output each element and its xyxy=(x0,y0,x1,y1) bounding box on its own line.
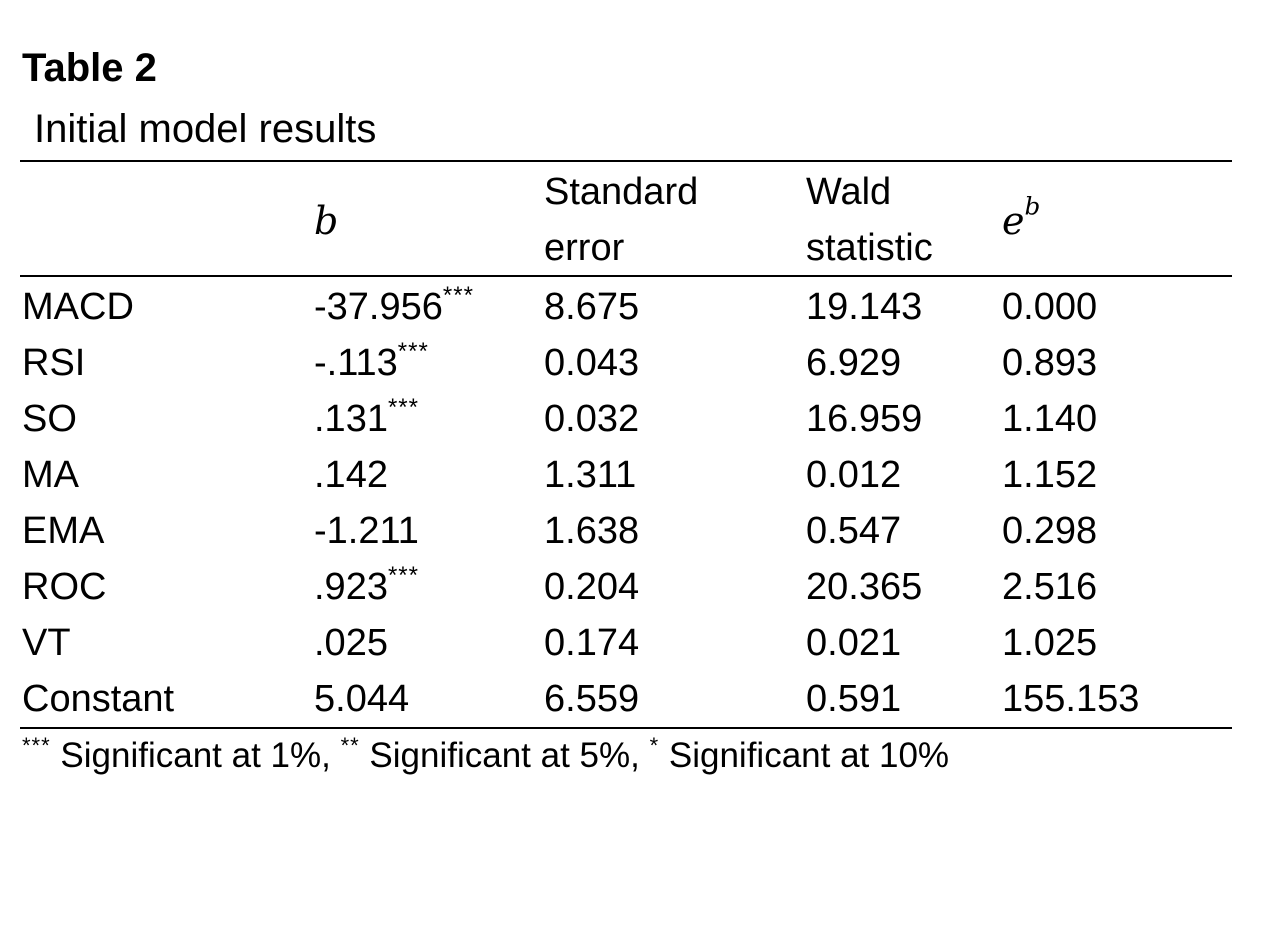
coefficient-b-cell: -37.956*** xyxy=(314,279,474,335)
variable-name-cell: MACD xyxy=(22,286,134,328)
coefficient-b-cell: .025 xyxy=(314,615,388,671)
header-line-1: Wald xyxy=(806,171,892,213)
table-row: MACD -37.956*** 8.675 19.143 0.000 xyxy=(20,279,1232,335)
coefficient-b-cell: -1.211 xyxy=(314,503,419,559)
standard-error-cell: 0.174 xyxy=(544,622,640,664)
header-line-1: Standard xyxy=(544,171,699,213)
standard-error-cell: 1.311 xyxy=(544,454,637,496)
wald-statistic-cell: 0.021 xyxy=(806,622,902,664)
sig-1-marker: *** xyxy=(22,733,51,758)
table-bottom-rule xyxy=(20,727,1232,729)
column-header-wald-statistic: Wald statistic xyxy=(806,164,933,276)
exp-superscript: b xyxy=(1024,191,1041,221)
wald-statistic-cell: 6.929 xyxy=(806,342,902,384)
sig-5-text: Significant at 5%, xyxy=(359,736,650,775)
table-row: SO .131*** 0.032 16.959 1.140 xyxy=(20,391,1232,447)
table-row: Constant 5.044 6.559 0.591 155.153 xyxy=(20,671,1232,727)
sig-10-text: Significant at 10% xyxy=(659,736,950,775)
table-number: Table 2 xyxy=(22,46,157,90)
exp-b-cell: 1.152 xyxy=(1002,454,1098,496)
b-symbol: b xyxy=(314,199,339,243)
wald-statistic-cell: 0.012 xyxy=(806,454,902,496)
coefficient-value: .131 xyxy=(314,398,388,440)
exp-b-cell: 1.140 xyxy=(1002,398,1098,440)
header-line-2: error xyxy=(544,227,625,269)
variable-name-cell: RSI xyxy=(22,342,86,384)
significance-marker: *** xyxy=(397,338,429,365)
coefficient-value: .025 xyxy=(314,622,388,664)
standard-error-cell: 6.559 xyxy=(544,678,640,720)
table-row: VT .025 0.174 0.021 1.025 xyxy=(20,615,1232,671)
significance-marker: *** xyxy=(442,282,474,309)
coefficient-b-cell: .142 xyxy=(314,447,388,503)
coefficient-value: .923 xyxy=(314,566,388,608)
standard-error-cell: 8.675 xyxy=(544,286,640,328)
standard-error-cell: 1.638 xyxy=(544,510,640,552)
wald-statistic-cell: 0.547 xyxy=(806,510,902,552)
table-row: EMA -1.211 1.638 0.547 0.298 xyxy=(20,503,1232,559)
exp-b-cell: 0.893 xyxy=(1002,342,1098,384)
wald-statistic-cell: 19.143 xyxy=(806,286,923,328)
coefficient-value: 5.044 xyxy=(314,678,410,720)
wald-statistic-cell: 0.591 xyxy=(806,678,902,720)
coefficient-value: -.113 xyxy=(314,342,398,384)
standard-error-cell: 0.043 xyxy=(544,342,640,384)
exp-b-cell: 0.298 xyxy=(1002,510,1098,552)
header-line-2: statistic xyxy=(806,227,933,269)
sig-1-text: Significant at 1%, xyxy=(50,736,341,775)
coefficient-b-cell: .923*** xyxy=(314,559,419,615)
wald-statistic-cell: 16.959 xyxy=(806,398,923,440)
exp-b-cell: 155.153 xyxy=(1002,678,1140,720)
table-caption: Initial model results xyxy=(34,107,377,151)
column-header-exp-b: eb xyxy=(1002,193,1040,250)
coefficient-value: .142 xyxy=(314,454,388,496)
exp-b-cell: 1.025 xyxy=(1002,622,1098,664)
coefficient-b-cell: .131*** xyxy=(314,391,419,447)
variable-name-cell: Constant xyxy=(22,678,175,720)
coefficient-b-cell: 5.044 xyxy=(314,671,409,727)
exp-b-symbol: eb xyxy=(1002,193,1040,243)
table-top-rule xyxy=(20,160,1232,162)
significance-marker: *** xyxy=(387,562,419,589)
exp-base: e xyxy=(1002,199,1025,243)
variable-name-cell: EMA xyxy=(22,510,105,552)
standard-error-cell: 0.204 xyxy=(544,566,640,608)
exp-b-cell: 2.516 xyxy=(1002,566,1098,608)
coefficient-value: -1.211 xyxy=(314,510,419,552)
wald-statistic-cell: 20.365 xyxy=(806,566,923,608)
column-header-standard-error: Standard error xyxy=(544,164,698,276)
column-header-b: b xyxy=(314,193,338,250)
standard-error-cell: 0.032 xyxy=(544,398,640,440)
coefficient-value: -37.956 xyxy=(314,286,443,328)
variable-name-cell: ROC xyxy=(22,566,107,608)
table-row: RSI -.113*** 0.043 6.929 0.893 xyxy=(20,335,1232,391)
table-footnote: *** Significant at 1%, ** Significant at… xyxy=(22,732,949,780)
sig-10-marker: * xyxy=(649,733,660,758)
variable-name-cell: MA xyxy=(22,454,79,496)
coefficient-b-cell: -.113*** xyxy=(314,335,429,391)
table-row: MA .142 1.311 0.012 1.152 xyxy=(20,447,1232,503)
exp-b-cell: 0.000 xyxy=(1002,286,1098,328)
variable-name-cell: SO xyxy=(22,398,77,440)
variable-name-cell: VT xyxy=(22,622,71,664)
table-header-rule xyxy=(20,275,1232,277)
sig-5-marker: ** xyxy=(340,733,360,758)
table-row: ROC .923*** 0.204 20.365 2.516 xyxy=(20,559,1232,615)
significance-marker: *** xyxy=(387,394,419,421)
